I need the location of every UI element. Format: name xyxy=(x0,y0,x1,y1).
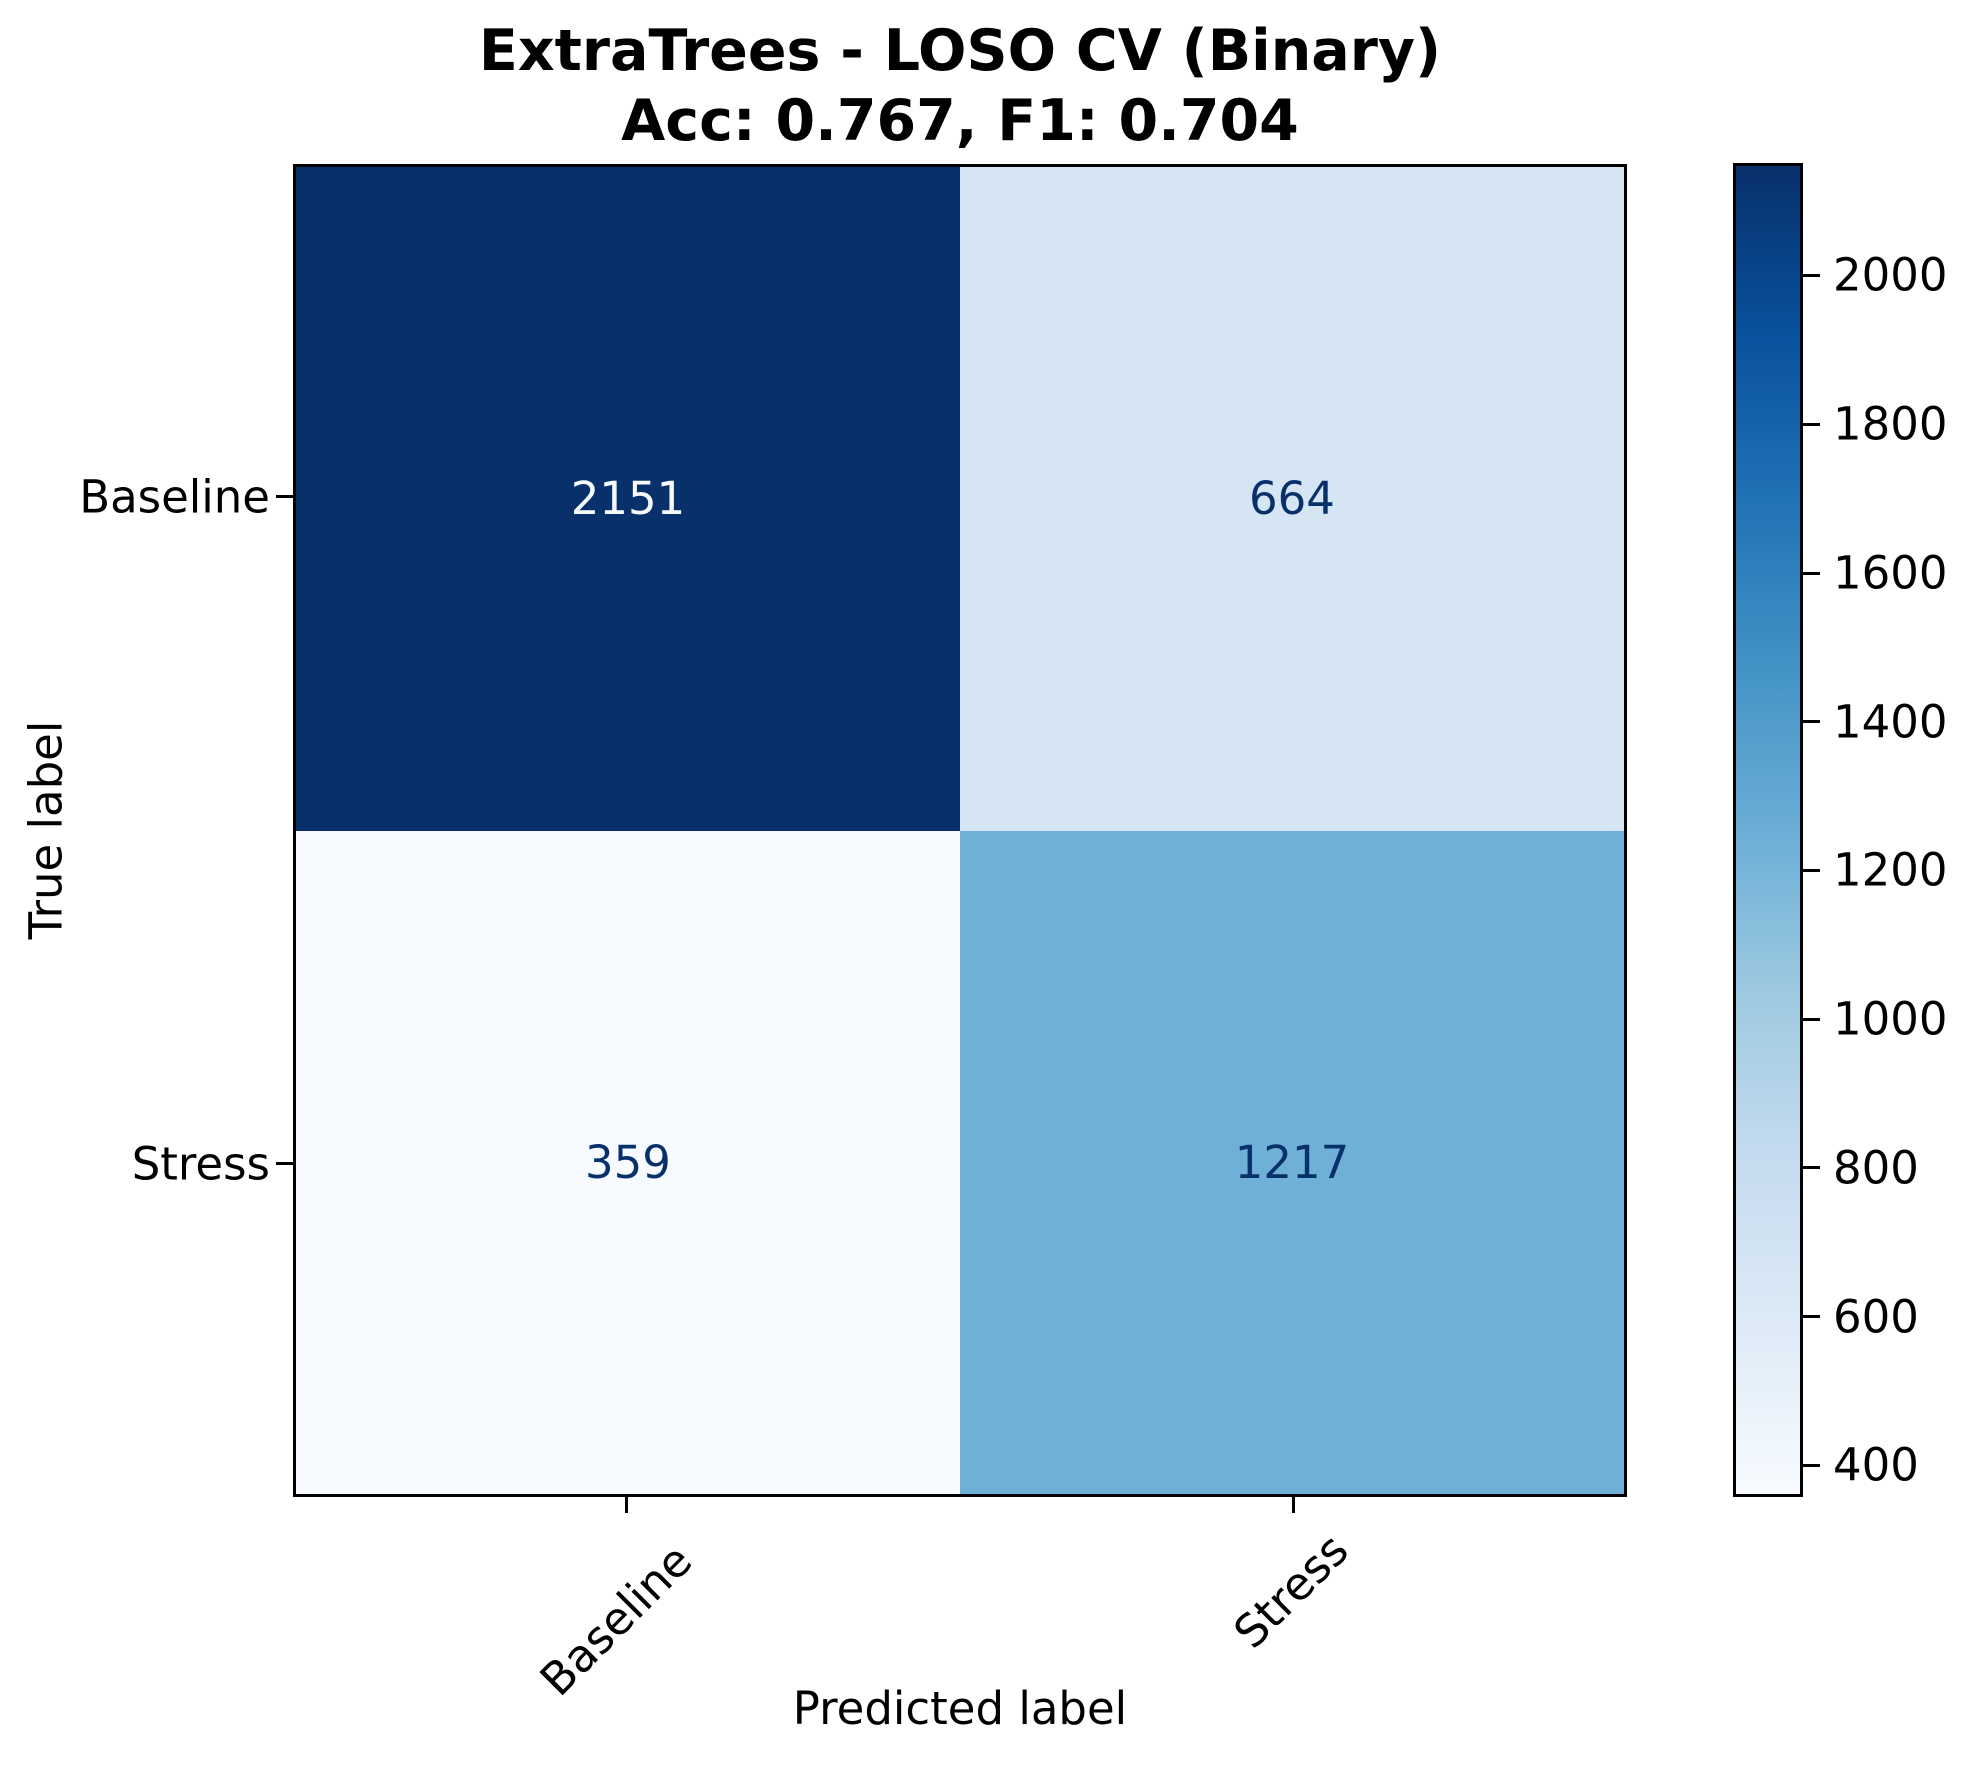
x-tick-mark-stress xyxy=(1292,1497,1295,1513)
colorbar-tick-label-1000: 1000 xyxy=(1833,992,1948,1046)
colorbar-tick-label-1400: 1400 xyxy=(1833,695,1948,749)
heatmap-axes: 2151 664 359 1217 xyxy=(293,164,1627,1497)
y-tick-label-baseline: Baseline xyxy=(79,470,270,524)
x-tick-label-baseline: Baseline xyxy=(529,1533,703,1707)
chart-title-line2: Acc: 0.767, F1: 0.704 xyxy=(621,88,1299,154)
y-tick-mark-stress xyxy=(276,1162,293,1165)
colorbar-tick-mark-1000 xyxy=(1803,1018,1820,1021)
colorbar-tick-label-1600: 1600 xyxy=(1833,546,1948,600)
colorbar-tick-mark-400 xyxy=(1803,1464,1820,1467)
colorbar-tick-mark-1600 xyxy=(1803,572,1820,575)
x-axis-label: Predicted label xyxy=(792,1682,1128,1735)
colorbar-tick-label-2000: 2000 xyxy=(1833,248,1948,302)
colorbar-tick-label-400: 400 xyxy=(1833,1438,1919,1492)
x-tick-label-stress: Stress xyxy=(1223,1523,1359,1659)
colorbar-tick-mark-1800 xyxy=(1803,423,1820,426)
y-axis-label: True label xyxy=(19,720,73,940)
colorbar-tick-mark-2000 xyxy=(1803,274,1820,277)
colorbar-tick-mark-800 xyxy=(1803,1166,1820,1169)
colorbar-gradient xyxy=(1733,163,1803,1497)
cell-true-stress-pred-stress: 1217 xyxy=(960,830,1624,1494)
colorbar-tick-mark-1200 xyxy=(1803,869,1820,872)
colorbar-tick-label-1200: 1200 xyxy=(1833,843,1948,897)
cell-true-stress-pred-baseline: 359 xyxy=(296,830,960,1494)
colorbar-tick-label-1800: 1800 xyxy=(1833,397,1948,451)
x-tick-mark-baseline xyxy=(625,1497,628,1513)
colorbar-tick-label-600: 600 xyxy=(1833,1290,1919,1344)
cell-true-baseline-pred-baseline: 2151 xyxy=(296,167,960,831)
colorbar-tick-mark-1400 xyxy=(1803,720,1820,723)
cell-true-baseline-pred-stress: 664 xyxy=(960,167,1624,831)
chart-title-line1: ExtraTrees - LOSO CV (Binary) xyxy=(478,18,1442,84)
colorbar-tick-mark-600 xyxy=(1803,1315,1820,1318)
chart-title: ExtraTrees - LOSO CV (Binary) Acc: 0.767… xyxy=(293,16,1627,156)
y-tick-label-stress: Stress xyxy=(131,1137,270,1191)
y-tick-mark-baseline xyxy=(276,495,293,498)
colorbar-tick-label-800: 800 xyxy=(1833,1141,1919,1195)
